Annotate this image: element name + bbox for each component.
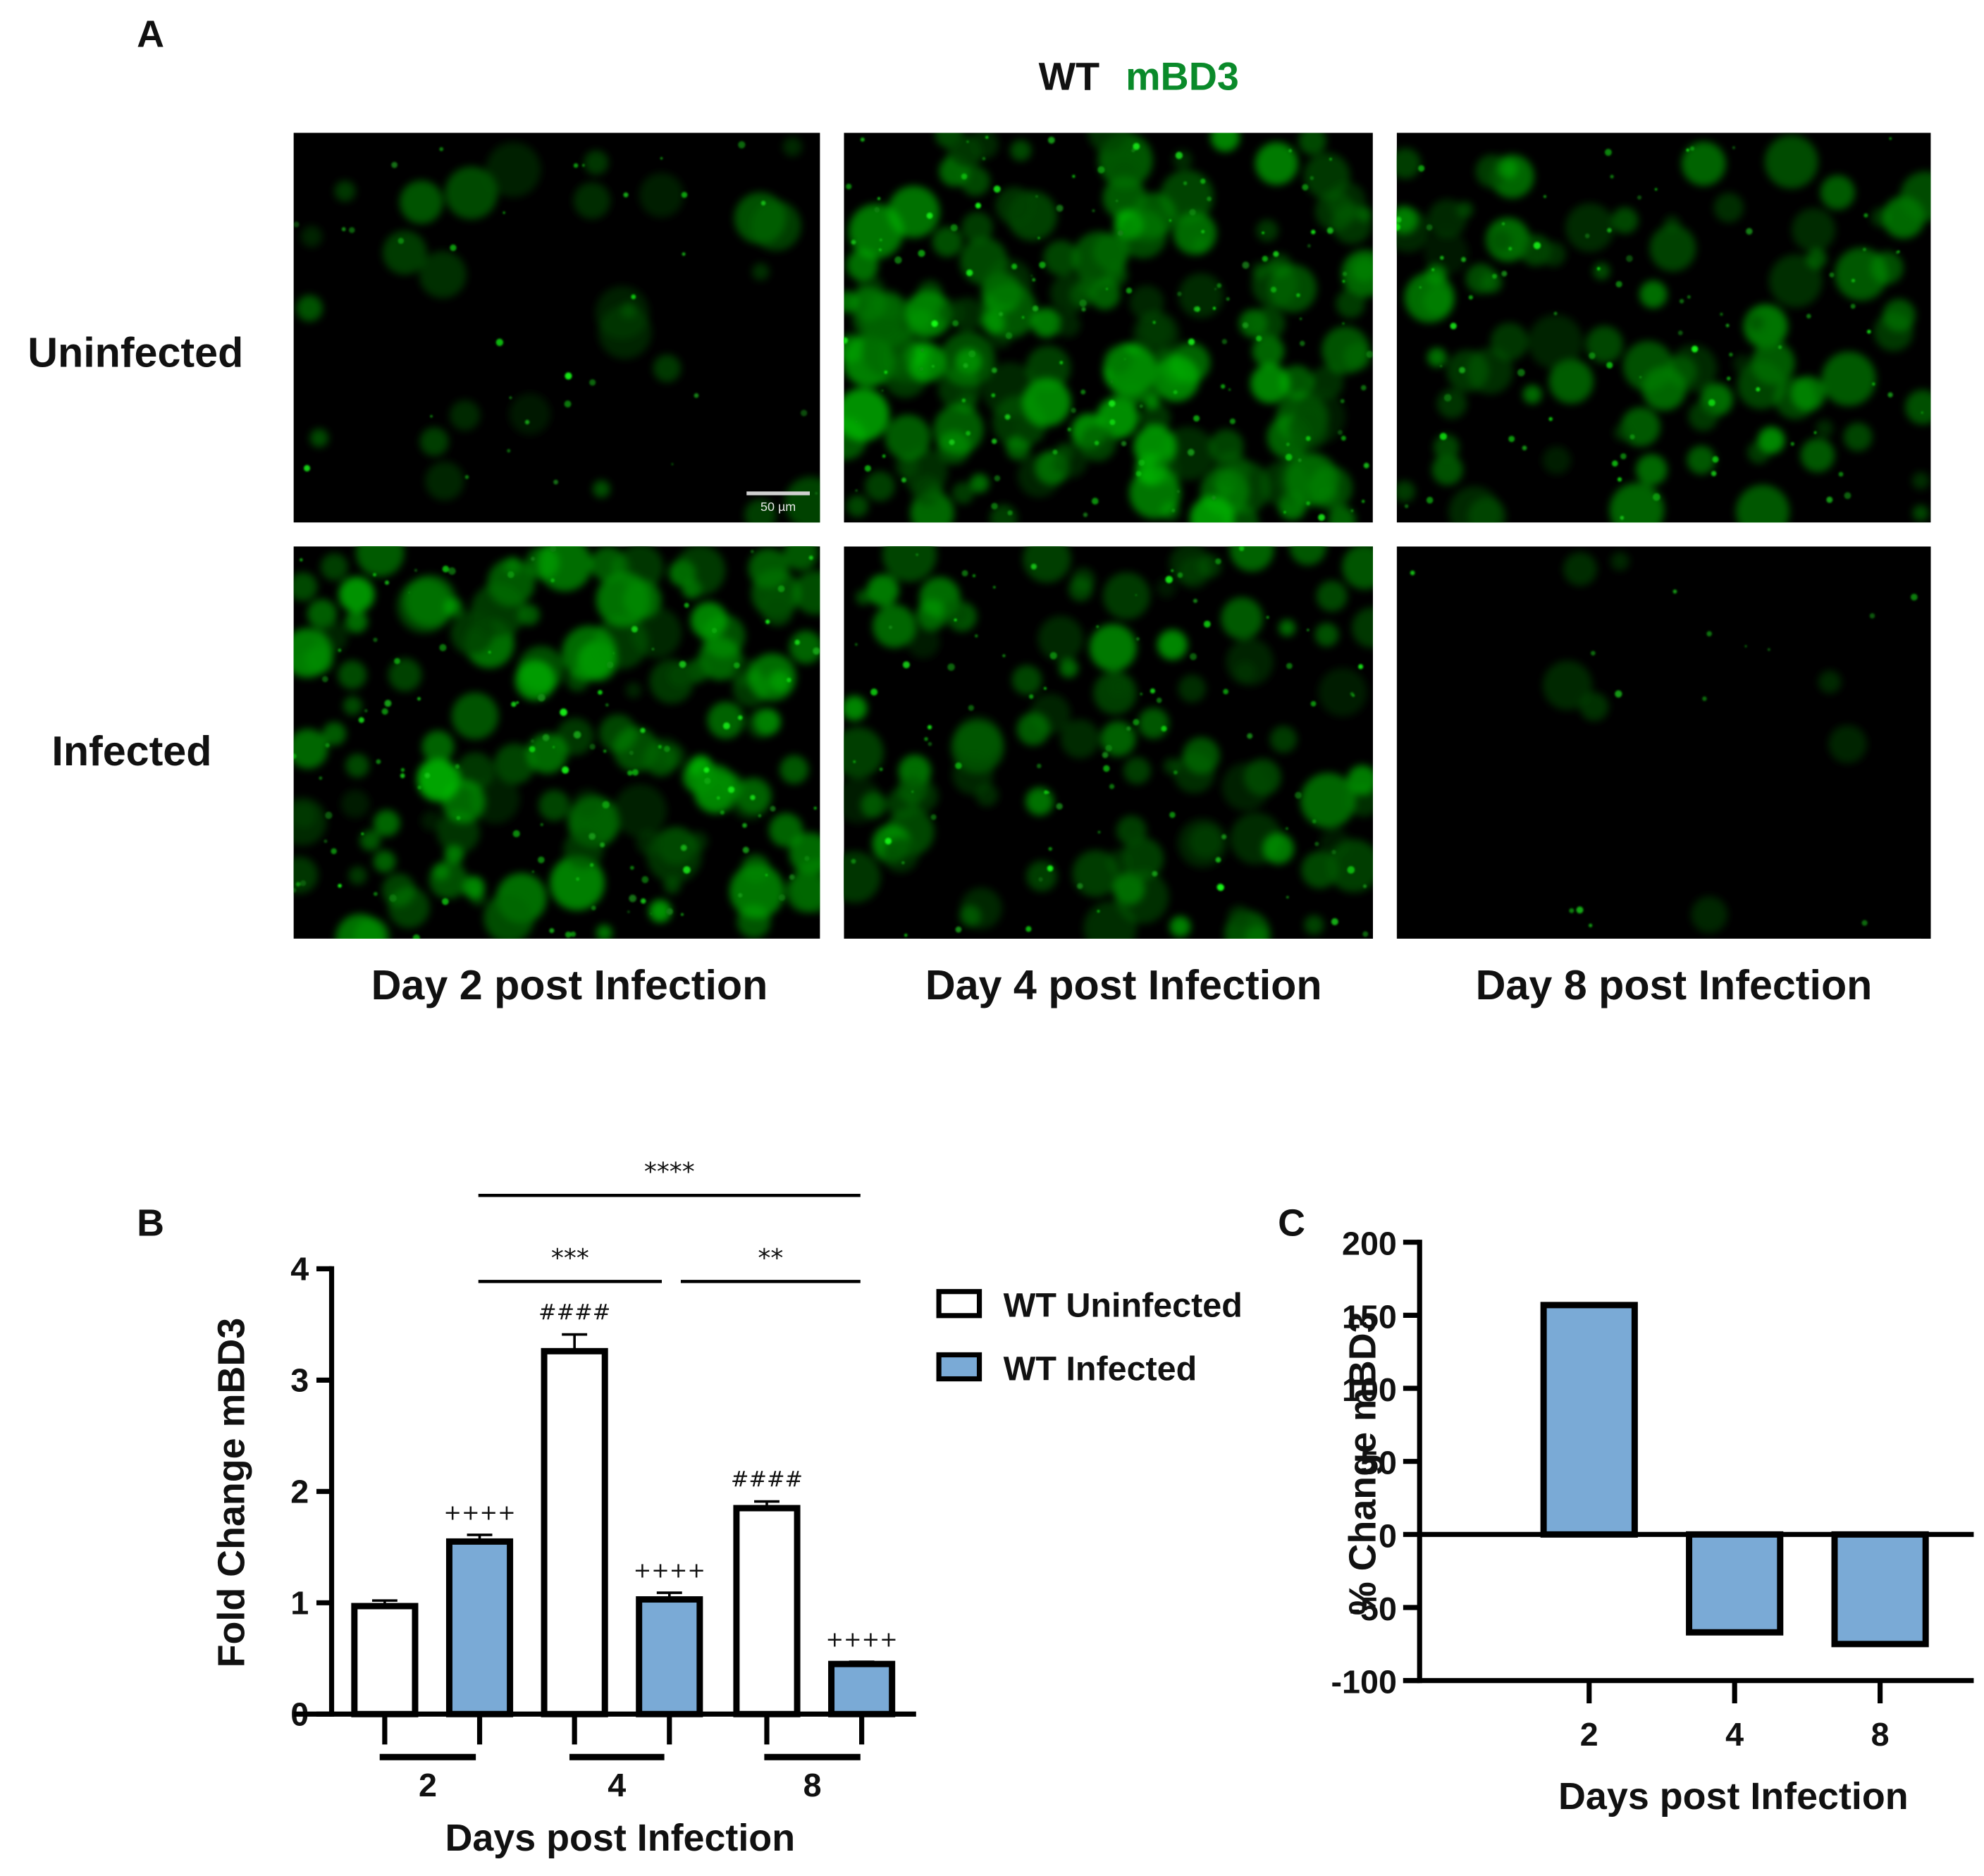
panel-a: A WT mBD3 Uninfected Infected 50 µm xyxy=(27,13,1931,1008)
panel-b-significance-label: **** xyxy=(644,1158,695,1187)
panel-c-chart: C -100 -50 0 50 100 150 200 2 4 8 % Change mBD3 D… xyxy=(1278,1202,1974,1818)
panel-c-y-tick-label: 50 xyxy=(1360,1445,1397,1481)
panel-b-bar xyxy=(351,1603,419,1717)
panel-b-y-tick-label: 2 xyxy=(290,1473,309,1510)
panel-b-significance-label: ** xyxy=(758,1244,783,1273)
panel-c-x-tick-label: 2 xyxy=(1580,1716,1598,1753)
legend-swatch-uninfected xyxy=(936,1289,982,1319)
panel-c-bar xyxy=(1686,1531,1784,1636)
panel-b-x-tick-label: 4 xyxy=(608,1767,626,1803)
panel-b-bar xyxy=(541,1347,608,1717)
panel-b-bar xyxy=(445,1538,514,1717)
panel-c-y-tick-label: 100 xyxy=(1342,1371,1397,1408)
legend-swatch-infected xyxy=(936,1352,982,1382)
panel-c-x-tick-label: 8 xyxy=(1871,1716,1890,1753)
panel-b-x-tick-label: 8 xyxy=(803,1767,822,1803)
panel-a-title-marker: mBD3 xyxy=(1126,54,1239,98)
panel-b-bar xyxy=(636,1596,703,1717)
panel-c-bar xyxy=(1540,1302,1638,1538)
panel-b-y-tick-label: 1 xyxy=(290,1584,309,1621)
panel-b-bar-annotation: ++++ xyxy=(634,1559,706,1584)
panel-b-y-axis-title: Fold Change mBD3 xyxy=(211,1318,253,1668)
panel-c-y-tick-label: 200 xyxy=(1342,1226,1397,1262)
micrograph-infected-day2 xyxy=(293,546,820,939)
micrograph-uninfected-day4 xyxy=(844,132,1373,523)
column-label-day8: Day 8 post Infection xyxy=(1476,961,1873,1008)
panel-a-title-prefix: WT xyxy=(1039,54,1100,98)
micrograph-uninfected-day8 xyxy=(1396,132,1931,523)
panel-c-bar xyxy=(1831,1531,1929,1648)
panel-b-significance-label: *** xyxy=(551,1244,589,1273)
micrograph-uninfected-day2: 50 µm xyxy=(293,132,820,523)
panel-b-bar-annotation: ++++ xyxy=(825,1627,897,1652)
panel-c-y-tick-label: 150 xyxy=(1342,1298,1397,1335)
panel-b-x-axis-title: Days post Infection xyxy=(445,1817,795,1859)
panel-b-bar-annotation: #### xyxy=(538,1300,610,1325)
panel-b-bar xyxy=(733,1505,801,1717)
row-label-uninfected: Uninfected xyxy=(27,329,243,376)
scale-bar-label: 50 µm xyxy=(760,500,796,514)
panel-c-x-tick-label: 4 xyxy=(1725,1716,1744,1753)
panel-c-y-tick-label: 0 xyxy=(1379,1517,1397,1554)
panel-c-y-axis-title: % Change mBD3 xyxy=(1341,1312,1384,1615)
panel-b-x-tick-label: 2 xyxy=(419,1767,437,1803)
panel-b-chart: B 01234248++++####++++####++++********* … xyxy=(137,1158,1243,1859)
panel-c-label: C xyxy=(1278,1202,1305,1245)
panel-b-bar xyxy=(828,1660,896,1717)
column-label-day2: Day 2 post Infection xyxy=(371,961,768,1008)
panel-a-title: WT mBD3 xyxy=(1039,54,1239,98)
panel-b-legend: WT Uninfected WT Infected xyxy=(936,1287,1243,1388)
panel-c-y-tick-label: -100 xyxy=(1331,1664,1397,1701)
panel-b-y-tick-label: 4 xyxy=(290,1251,309,1288)
panel-b-y-tick-label: 3 xyxy=(290,1362,309,1399)
row-label-infected: Infected xyxy=(51,727,211,775)
micrograph-infected-day8 xyxy=(1396,546,1931,939)
legend-label-infected: WT Infected xyxy=(1004,1350,1197,1388)
legend-label-uninfected: WT Uninfected xyxy=(1004,1287,1243,1325)
panel-c-x-axis-title: Days post Infection xyxy=(1558,1775,1909,1818)
panel-b-label: B xyxy=(137,1202,164,1245)
column-label-day4: Day 4 post Infection xyxy=(925,961,1322,1008)
panel-c-y-tick-label: -50 xyxy=(1349,1591,1396,1627)
panel-a-label: A xyxy=(137,13,164,55)
panel-b-bar-annotation: #### xyxy=(731,1467,803,1492)
panel-b-bar-annotation: ++++ xyxy=(443,1500,515,1525)
micrograph-infected-day4 xyxy=(844,546,1373,939)
